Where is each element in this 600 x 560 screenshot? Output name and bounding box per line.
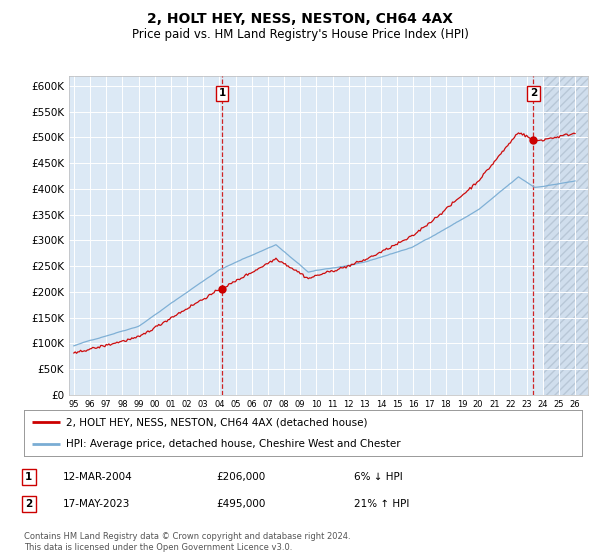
Text: HPI: Average price, detached house, Cheshire West and Chester: HPI: Average price, detached house, Ches… xyxy=(66,439,400,449)
Text: 21% ↑ HPI: 21% ↑ HPI xyxy=(354,499,409,509)
Text: Contains HM Land Registry data © Crown copyright and database right 2024.: Contains HM Land Registry data © Crown c… xyxy=(24,532,350,541)
Text: £495,000: £495,000 xyxy=(216,499,265,509)
Text: 6% ↓ HPI: 6% ↓ HPI xyxy=(354,472,403,482)
Text: 12-MAR-2004: 12-MAR-2004 xyxy=(63,472,133,482)
Text: 17-MAY-2023: 17-MAY-2023 xyxy=(63,499,130,509)
Text: £206,000: £206,000 xyxy=(216,472,265,482)
Text: This data is licensed under the Open Government Licence v3.0.: This data is licensed under the Open Gov… xyxy=(24,543,292,552)
Text: 2, HOLT HEY, NESS, NESTON, CH64 4AX (detached house): 2, HOLT HEY, NESS, NESTON, CH64 4AX (det… xyxy=(66,417,367,427)
Text: 1: 1 xyxy=(25,472,32,482)
Bar xyxy=(543,76,600,395)
Text: 2: 2 xyxy=(25,499,32,509)
Text: Price paid vs. HM Land Registry's House Price Index (HPI): Price paid vs. HM Land Registry's House … xyxy=(131,28,469,41)
Text: 1: 1 xyxy=(218,88,226,99)
Text: 2, HOLT HEY, NESS, NESTON, CH64 4AX: 2, HOLT HEY, NESS, NESTON, CH64 4AX xyxy=(147,12,453,26)
Text: 2: 2 xyxy=(530,88,537,99)
